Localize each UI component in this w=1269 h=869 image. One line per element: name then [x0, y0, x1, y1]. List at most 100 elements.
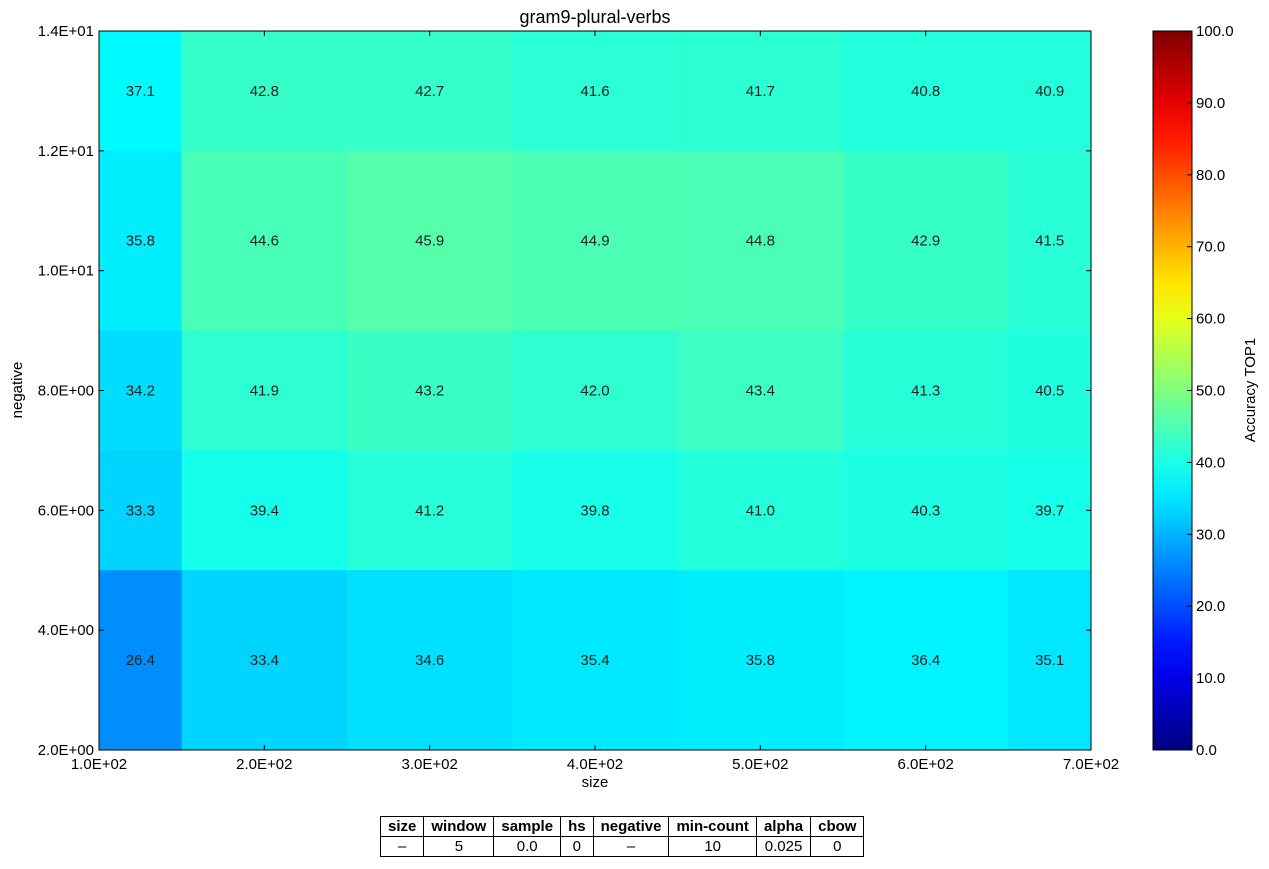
- colorbar-tick-label: 50.0: [1196, 383, 1225, 400]
- heatmap-cell: [181, 31, 348, 152]
- cell-value-label: 34.2: [126, 383, 155, 400]
- cell-value-label: 43.2: [415, 383, 444, 400]
- param-value: –: [379, 836, 425, 857]
- heatmap-cell: [347, 31, 513, 152]
- heatmap-cell: [99, 31, 183, 152]
- heatmap-cell: [1008, 330, 1092, 451]
- colorbar-tick-label: 60.0: [1196, 311, 1225, 328]
- param-header: window: [423, 816, 495, 837]
- colorbar-tick-label: 90.0: [1196, 95, 1225, 112]
- cell-value-label: 41.0: [746, 502, 775, 519]
- heatmap-cell: [99, 150, 183, 332]
- cell-value-label: 43.4: [746, 383, 775, 400]
- colorbar: 0.0 10.0 20.0 30.0 40.0 50.0 60.0 70.0 80.0 90.0 1…: [1152, 23, 1234, 759]
- heatmap-cell: [181, 330, 348, 451]
- parameters-value-row: – 5 0.0 0 – 10 0.025 0: [379, 836, 865, 857]
- y-tick-label: 1.4E+01: [38, 23, 94, 40]
- cell-value-label: 35.4: [580, 652, 609, 669]
- heatmap-cell: [99, 330, 183, 451]
- y-tick-label: 4.0E+00: [38, 622, 94, 639]
- heatmap-cell: [512, 570, 679, 751]
- colorbar-tick-label: 10.0: [1196, 670, 1225, 687]
- param-value: 0: [560, 836, 594, 857]
- heatmap-cell: [843, 450, 1009, 571]
- cell-value-label: 40.8: [911, 83, 940, 100]
- heatmap-cell: [512, 450, 679, 571]
- cell-value-label: 39.7: [1035, 502, 1064, 519]
- heatmap-cell: [512, 330, 679, 451]
- chart-title: gram9-plural-verbs: [519, 7, 670, 27]
- cell-value-label: 39.4: [250, 502, 279, 519]
- cell-value-label: 44.6: [250, 233, 279, 250]
- cell-value-label: 42.7: [415, 83, 444, 100]
- y-axis-ticks: 2.0E+00 4.0E+00 6.0E+00 8.0E+00 1.0E+01 1.2E+…: [38, 23, 1091, 759]
- cell-value-label: 41.5: [1035, 233, 1064, 250]
- y-axis-title: negative: [9, 362, 26, 419]
- cell-value-label: 35.8: [126, 233, 155, 250]
- param-value: 0: [810, 836, 865, 857]
- cell-value-label: 40.9: [1035, 83, 1064, 100]
- heatmap-cell: [1008, 150, 1092, 332]
- x-tick-label: 2.0E+02: [236, 756, 292, 773]
- cell-value-label: 45.9: [415, 233, 444, 250]
- y-tick-label: 1.0E+01: [38, 263, 94, 280]
- cell-value-label: 40.5: [1035, 383, 1064, 400]
- heatmap-cell: [843, 150, 1009, 332]
- heatmap-cell: [99, 570, 183, 751]
- cell-value-label: 33.4: [250, 652, 279, 669]
- cell-value-label: 42.9: [911, 233, 940, 250]
- param-header: min-count: [668, 816, 757, 837]
- heatmap-cell: [677, 450, 844, 571]
- cell-value-label: 37.1: [126, 83, 155, 100]
- x-tick-label: 3.0E+02: [402, 756, 458, 773]
- colorbar-title: Accuracy TOP1: [1242, 338, 1259, 443]
- param-header: negative: [592, 816, 670, 837]
- colorbar-tick-label: 30.0: [1196, 526, 1225, 543]
- x-axis-ticks: 1.0E+02 2.0E+02 3.0E+02 4.0E+02 5.0E+02 6.0E+…: [71, 31, 1119, 773]
- cell-value-label: 41.2: [415, 502, 444, 519]
- parameters-table: size window sample hs negative min-count…: [379, 816, 865, 857]
- param-value: 0.0: [493, 836, 562, 857]
- heatmap-cell: [677, 31, 844, 152]
- heatmap-cell: [347, 570, 513, 751]
- heatmap-cell: [1008, 570, 1092, 751]
- cell-value-label: 39.8: [580, 502, 609, 519]
- heatmap-cell: [677, 150, 844, 332]
- y-tick-label: 1.2E+01: [38, 143, 94, 160]
- param-header: alpha: [755, 816, 812, 837]
- param-value: –: [592, 836, 670, 857]
- parameters-header-row: size window sample hs negative min-count…: [379, 816, 865, 837]
- param-header: hs: [560, 816, 594, 837]
- param-value: 10: [668, 836, 757, 857]
- y-tick-label: 8.0E+00: [38, 383, 94, 400]
- heatmap-cell: [1008, 31, 1092, 152]
- x-tick-label: 6.0E+02: [898, 756, 954, 773]
- param-header: size: [379, 816, 425, 837]
- colorbar-tick-label: 70.0: [1196, 239, 1225, 256]
- heatmap-cell: [181, 570, 348, 751]
- x-tick-label: 4.0E+02: [567, 756, 623, 773]
- x-tick-label: 1.0E+02: [71, 756, 127, 773]
- heatmap-cell: [512, 150, 679, 332]
- cell-value-label: 26.4: [126, 652, 155, 669]
- colorbar-tick-label: 80.0: [1196, 167, 1225, 184]
- cell-value-label: 41.9: [250, 383, 279, 400]
- heatmap-cell: [347, 330, 513, 451]
- cell-value-label: 44.8: [746, 233, 775, 250]
- y-tick-label: 6.0E+00: [38, 502, 94, 519]
- cell-value-label: 35.1: [1035, 652, 1064, 669]
- x-tick-label: 7.0E+02: [1063, 756, 1119, 773]
- colorbar-tick-label: 40.0: [1196, 454, 1225, 471]
- cell-value-label: 42.0: [580, 383, 609, 400]
- cell-value-label: 41.3: [911, 383, 940, 400]
- cell-value-label: 41.7: [746, 83, 775, 100]
- colorbar-gradient: [1152, 30, 1193, 751]
- x-tick-label: 5.0E+02: [732, 756, 788, 773]
- heatmap-cells: 37.1 42.8 42.7 41.6 41.7 40.8 40.9 35.8 44.6 45.9…: [99, 31, 1092, 751]
- heatmap-cell: [843, 330, 1009, 451]
- x-axis-title: size: [582, 774, 609, 791]
- heatmap-cell: [843, 570, 1009, 751]
- cell-value-label: 36.4: [911, 652, 940, 669]
- y-tick-label: 2.0E+00: [38, 742, 94, 759]
- heatmap-cell: [99, 450, 183, 571]
